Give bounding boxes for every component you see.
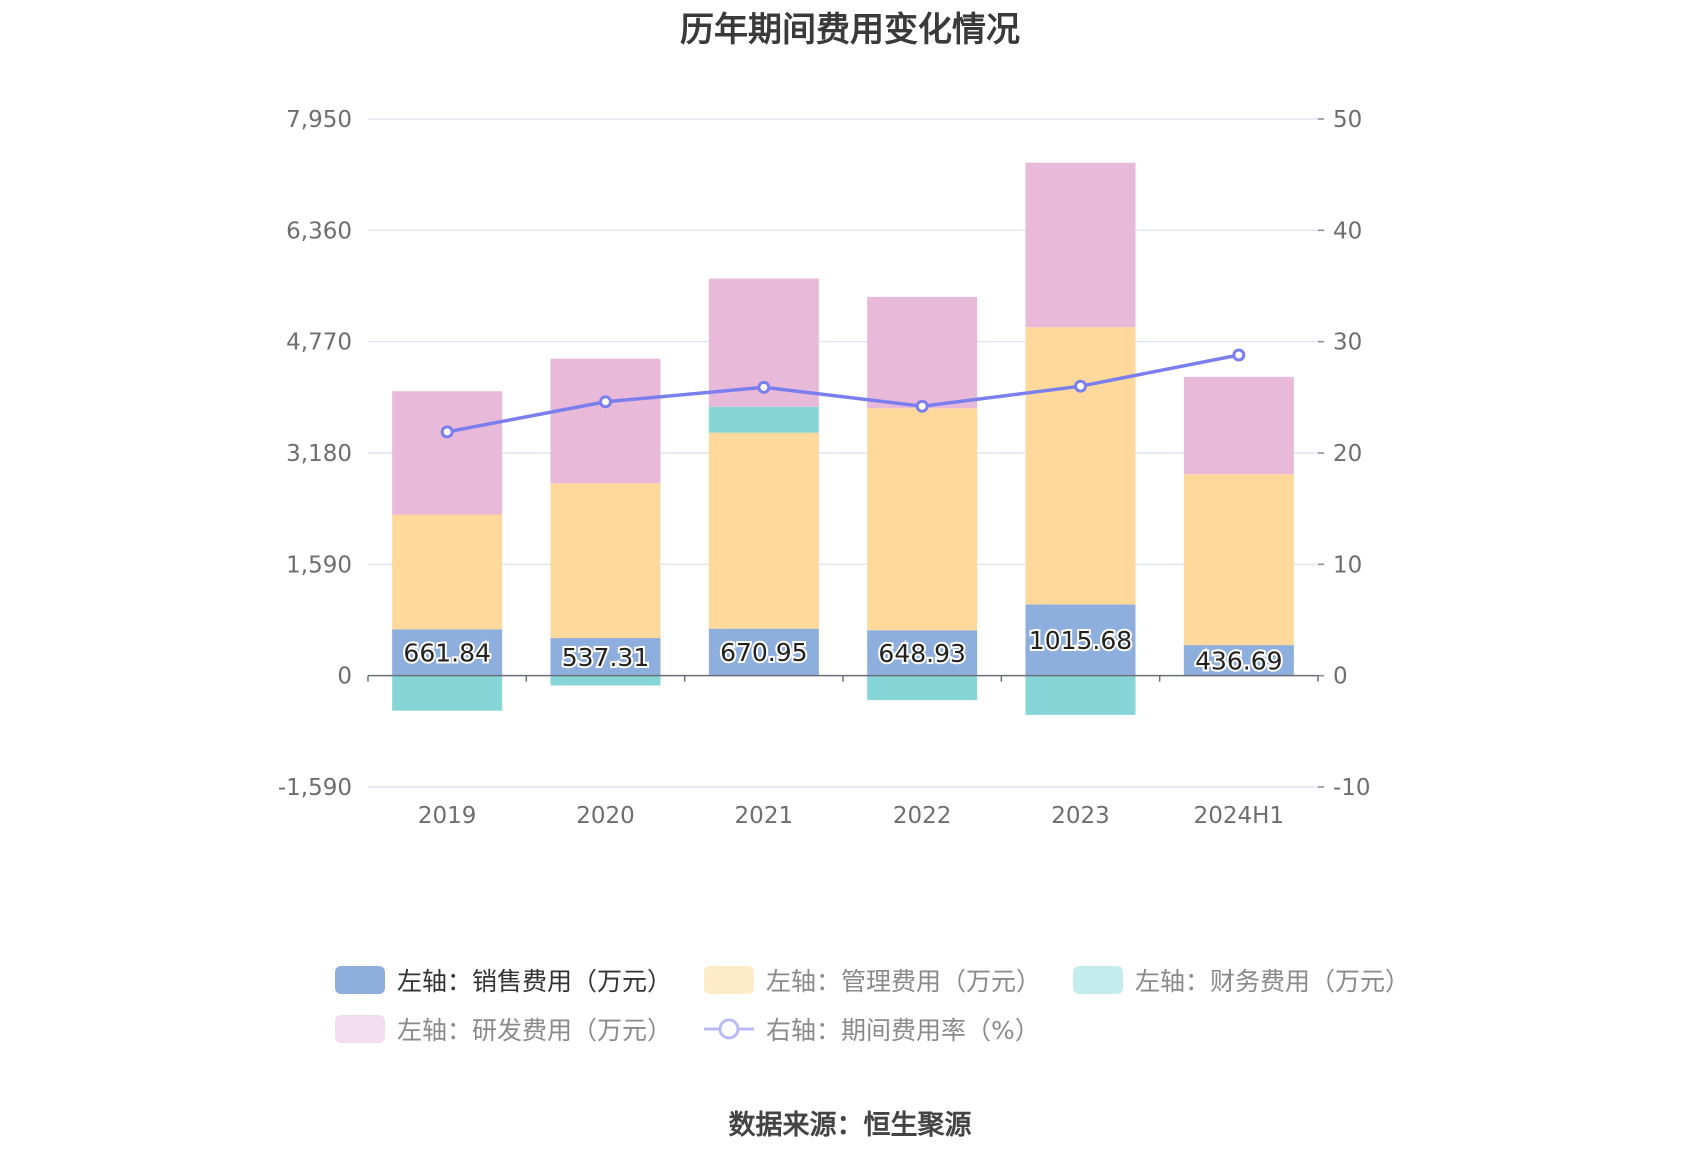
finance-bar (392, 675, 503, 711)
chart-title: 历年期间费用变化情况 (680, 10, 1020, 50)
left-axis-tick-label: 1,590 (286, 552, 352, 578)
right-axis-tick-label: 10 (1333, 552, 1362, 578)
rate-line-series (440, 348, 1246, 439)
admin-bar (550, 483, 661, 639)
rnd-bar (867, 296, 978, 409)
legend-swatch-rnd (335, 1014, 385, 1043)
sales-value-label: 648.93 (878, 639, 965, 668)
sales-bar (708, 628, 819, 676)
right-axis-tick-label: 0 (1333, 664, 1348, 690)
legend-label-rnd: 左轴：研发费用（万元） (397, 1015, 673, 1045)
x-axis-labels: 2019 2020 2021 2022 2023 2024H1 (418, 803, 1284, 829)
sales-bar (867, 630, 978, 676)
left-axis-tick-label: 0 (337, 664, 352, 690)
rate-point (599, 395, 612, 409)
admin-bar (392, 514, 503, 630)
data-source-note: 数据来源：恒生聚源 (728, 1110, 972, 1141)
right-axis-tick-label: -10 (1333, 775, 1371, 801)
legend-line-icon (704, 1018, 755, 1039)
admin-bar (867, 408, 978, 631)
legend-item-rnd[interactable]: 左轴：研发费用（万元） (335, 1011, 672, 1047)
legend-swatch-sales (335, 965, 385, 994)
legend-item-rate[interactable]: 右轴：期间费用率（%） (704, 1011, 1040, 1047)
sales-bar (1025, 604, 1136, 676)
sales-value-label: 1015.68 (1029, 626, 1132, 655)
legend-label-finance: 左轴：财务费用（万元） (1135, 966, 1411, 996)
x-axis-category-label: 2023 (1051, 803, 1110, 829)
sales-value-label: 436.69 (1195, 646, 1282, 675)
bar-series (392, 162, 1294, 715)
legend-label-admin: 左轴：管理费用（万元） (766, 966, 1042, 996)
sales-value-label: 661.84 (403, 638, 490, 667)
legend-label-rate: 右轴：期间费用率（%） (766, 1015, 1040, 1045)
x-axis-category-label: 2021 (735, 803, 794, 829)
rnd-bar (1025, 162, 1136, 328)
x-axis-category-label: 2024H1 (1194, 803, 1284, 829)
legend-label-sales: 左轴：销售费用（万元） (397, 966, 673, 996)
admin-bar (1183, 474, 1294, 646)
finance-bar (867, 675, 978, 701)
legend-item-admin[interactable]: 左轴：管理费用（万元） (704, 962, 1041, 998)
rate-point (440, 425, 454, 439)
right-axis-tick-label: 30 (1333, 330, 1362, 356)
finance-bar (708, 406, 819, 433)
left-axis-tick-label: 4,770 (286, 330, 352, 356)
rate-line (446, 353, 1240, 434)
rnd-bar (392, 391, 503, 515)
left-axis-tick-label: -1,590 (278, 775, 352, 801)
grid-lines (368, 118, 1318, 788)
rate-point (1074, 379, 1087, 393)
sales-value-label: 537.31 (562, 643, 649, 672)
left-axis-tick-label: 6,360 (286, 218, 352, 244)
left-axis-tick-label: 7,950 (286, 107, 352, 133)
data-labels: 661.84 537.31 670.95 648.93 1015.68 436.69 (401, 624, 1284, 677)
rnd-bar (550, 358, 661, 484)
x-axis-category-label: 2022 (893, 803, 952, 829)
finance-bar (550, 675, 661, 686)
sales-bar (550, 638, 661, 676)
legend-swatch-admin (704, 965, 755, 994)
legend-item-finance[interactable]: 左轴：财务费用（万元） (1073, 962, 1410, 998)
sales-value-label: 670.95 (720, 638, 807, 667)
legend-item-sales[interactable]: 左轴：销售费用（万元） (335, 962, 672, 998)
chart-legend: 左轴：销售费用（万元） 左轴：管理费用（万元） 左轴：财务费用（万元） 左轴：研… (335, 955, 1435, 1053)
finance-bar (1025, 675, 1136, 715)
legend-swatch-finance (1073, 965, 1124, 994)
right-axis-tick-label: 50 (1333, 107, 1362, 133)
sales-bar (1183, 645, 1294, 676)
rate-point (1232, 348, 1246, 362)
admin-bar (1025, 327, 1136, 605)
x-axis-category-label: 2020 (576, 803, 635, 829)
rate-point (757, 380, 771, 394)
sales-bar (392, 629, 503, 676)
left-axis-tick-label: 3,180 (286, 441, 352, 467)
right-axis-tick-label: 20 (1333, 441, 1362, 467)
x-axis (367, 674, 1319, 682)
x-axis-category-label: 2019 (418, 803, 477, 829)
rnd-bar (1183, 376, 1294, 475)
admin-bar (708, 432, 819, 629)
rate-point (915, 399, 929, 413)
right-axis-tick-label: 40 (1333, 218, 1362, 244)
left-axis: -1,590 0 1,590 3,180 4,770 6,360 7,950 (278, 107, 352, 801)
right-axis: -10 0 10 20 30 40 50 (1318, 107, 1371, 801)
